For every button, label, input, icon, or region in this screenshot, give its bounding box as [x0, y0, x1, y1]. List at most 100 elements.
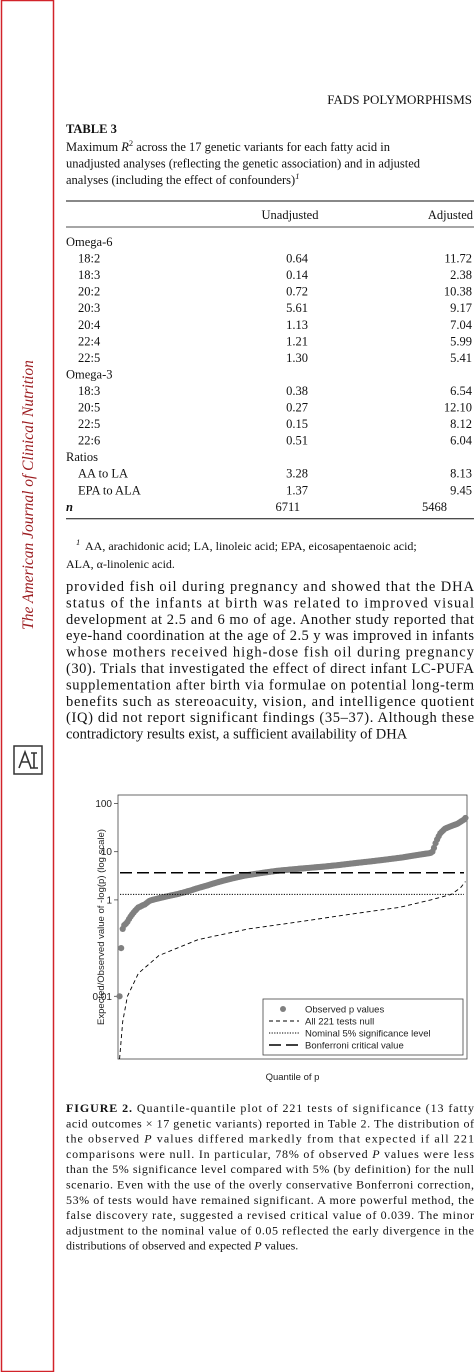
- row-label: EPA to ALA: [78, 483, 141, 497]
- cell-unadjusted: 1.37: [286, 483, 308, 497]
- table-caption-line: analyses (including the effect of confou…: [66, 171, 299, 187]
- row-label: 22:5: [78, 417, 100, 431]
- figure-caption-line: adjustment to the nominal value of 0.05 …: [66, 1223, 474, 1237]
- column-header: Adjusted: [428, 208, 474, 222]
- legend-label: All 221 tests null: [305, 1017, 374, 1028]
- cell-unadjusted: 0.27: [286, 401, 308, 415]
- body-line: benefits such as stereoacuity, vision, a…: [66, 694, 474, 710]
- x-axis-label: Quantile of p: [266, 1072, 320, 1083]
- row-label: 20:2: [78, 285, 100, 299]
- row-group: Omega-6: [66, 235, 113, 249]
- cell-unadjusted: 6711: [275, 500, 300, 514]
- legend-label: Observed p values: [305, 1005, 384, 1016]
- y-tick-label: 10: [101, 847, 113, 858]
- figure-caption-line: scenario. Even with the use of the overl…: [66, 1178, 474, 1192]
- row-label: 20:5: [78, 401, 100, 415]
- caption-segment: adjustment to the nominal value of 0.05 …: [66, 1223, 474, 1237]
- body-line: development at 2.5 and 6 mo of age. Anot…: [66, 612, 474, 628]
- caption-symbol: R: [120, 140, 129, 154]
- row-label: 18:3: [78, 268, 100, 282]
- cell-adjusted: 6.04: [450, 434, 473, 448]
- cell-adjusted: 5.41: [450, 351, 472, 365]
- logo-glyph: [18, 749, 38, 769]
- observed-point: [462, 814, 469, 822]
- figure-caption-line: 53% of tests would have remained signifi…: [66, 1193, 474, 1207]
- caption-segment: acid outcomes × 17 genetic variants) rep…: [66, 1116, 474, 1130]
- caption-text: Maximum: [66, 140, 121, 154]
- legend-label: Nominal 5% significance level: [305, 1029, 431, 1040]
- cell-unadjusted: 1.30: [286, 351, 308, 365]
- caption-segment: values differed markedly from that expec…: [153, 1132, 474, 1146]
- y-axis-label: Expected/Observed value of -log(p) (log …: [96, 829, 107, 1025]
- body-line: (IQ) did not report significant findings…: [66, 710, 474, 726]
- legend-label: Bonferroni critical value: [305, 1041, 404, 1052]
- figure-caption-line: than the 5% significance level compared …: [66, 1162, 474, 1176]
- caption-segment: comparisons were null. In particular, 78…: [66, 1147, 371, 1161]
- cell-adjusted: 10.38: [444, 285, 472, 299]
- caption-segment: than the 5% significance level compared …: [66, 1162, 474, 1176]
- caption-segment: values.: [262, 1239, 299, 1253]
- caption-segment: scenario. Even with the use of the overl…: [66, 1178, 474, 1192]
- journal-margin-frame: [0, 0, 55, 1372]
- journal-title: The American Journal of Clinical Nutriti…: [20, 360, 37, 630]
- caption-segment: P: [253, 1239, 262, 1253]
- cell-adjusted: 9.45: [450, 483, 472, 497]
- observed-point: [116, 993, 123, 1000]
- footnote-line: ALA, α-linolenic acid.: [66, 557, 175, 571]
- caption-segment: the observed: [66, 1132, 143, 1146]
- row-label: 18:3: [78, 384, 100, 398]
- caption-text: across the 17 genetic variants for each …: [133, 140, 391, 154]
- cell-adjusted: 7.04: [450, 318, 473, 332]
- cell-unadjusted: 0.15: [286, 417, 308, 431]
- cell-adjusted: 5468: [422, 500, 447, 514]
- table-caption-line: unadjusted analyses (reflecting the gene…: [66, 157, 421, 171]
- caption-segment: distributions of observed and expected: [66, 1239, 254, 1253]
- row-label: 22:6: [78, 434, 100, 448]
- cell-adjusted: 9.17: [450, 301, 472, 315]
- body-line: (30). Trials that investigated the effec…: [66, 661, 474, 677]
- cell-adjusted: 8.13: [450, 467, 472, 481]
- caption-segment: 53% of tests would have remained signifi…: [66, 1193, 474, 1207]
- body-line: contradictory results exist, a sufficien…: [66, 727, 408, 743]
- cell-unadjusted: 0.51: [286, 434, 308, 448]
- table-label: TABLE 3: [66, 122, 117, 136]
- body-line: whose mothers received high-dose fish oi…: [66, 645, 474, 661]
- footnote-line: AA, arachidonic acid; LA, linoleic acid;…: [85, 539, 417, 553]
- row-label: 18:2: [78, 252, 100, 266]
- observed-point: [430, 844, 438, 851]
- figure-label: FIGURE 2.: [66, 1101, 132, 1115]
- figure-caption-line: distributions of observed and expected P…: [66, 1239, 298, 1253]
- footnote-mark: 1: [76, 537, 80, 547]
- caption-segment: P: [143, 1132, 152, 1146]
- caption-note-mark: 1: [295, 171, 299, 181]
- cell-adjusted: 8.12: [450, 417, 472, 431]
- figure-caption-line: acid outcomes × 17 genetic variants) rep…: [66, 1116, 474, 1130]
- cell-adjusted: 2.38: [450, 268, 472, 282]
- row-group: Ratios: [66, 450, 98, 464]
- caption-segment: false discovery rate, suggested a revise…: [66, 1208, 474, 1222]
- cell-unadjusted: 1.21: [286, 334, 308, 348]
- cell-unadjusted: 5.61: [286, 301, 308, 315]
- observed-point: [118, 944, 125, 952]
- cell-unadjusted: 3.28: [286, 467, 308, 481]
- body-line: supplementation after birth via formulae…: [66, 677, 474, 693]
- row-group: Omega-3: [66, 367, 113, 381]
- cell-adjusted: 6.54: [450, 384, 473, 398]
- figure-caption-line: FIGURE 2. Quantile-quantile plot of 221 …: [66, 1101, 474, 1115]
- caption-segment: Quantile-quantile plot of 221 tests of s…: [133, 1101, 474, 1115]
- legend-symbol: [280, 1006, 286, 1012]
- y-tick-label: 0.01: [93, 992, 113, 1003]
- cell-adjusted: 11.72: [444, 252, 472, 266]
- caption-sup: 2: [129, 138, 133, 148]
- cell-unadjusted: 0.64: [286, 252, 309, 266]
- plot-frame: [117, 794, 468, 1060]
- caption-text: analyses (including the effect of confou…: [66, 173, 295, 187]
- y-tick-label: 1: [106, 895, 112, 906]
- row-label: 20:3: [78, 301, 100, 315]
- row-label: 22:4: [78, 334, 101, 348]
- figure-caption-line: the observed P values differed markedly …: [66, 1132, 474, 1146]
- figure-caption-line: false discovery rate, suggested a revise…: [66, 1208, 474, 1222]
- cell-adjusted: 5.99: [450, 334, 472, 348]
